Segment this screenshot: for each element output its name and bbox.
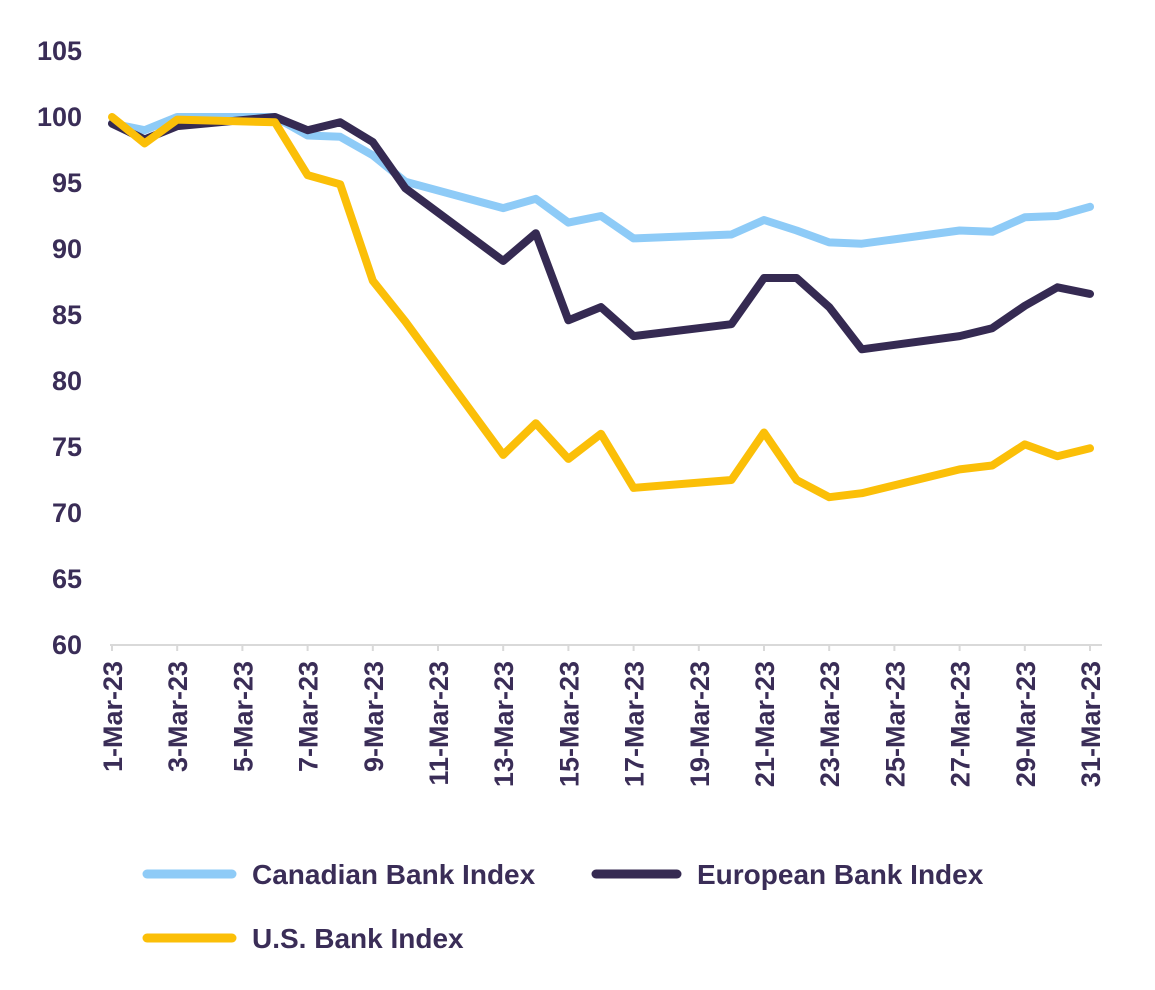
- x-tick-label: 15-Mar-23: [554, 661, 584, 787]
- x-tick-label: 21-Mar-23: [750, 661, 780, 787]
- x-tick-label: 29-Mar-23: [1011, 661, 1041, 787]
- x-tick-label: 27-Mar-23: [946, 661, 976, 787]
- y-tick-label: 70: [52, 498, 82, 528]
- y-tick-label: 105: [37, 36, 82, 66]
- x-tick-label: 19-Mar-23: [685, 661, 715, 787]
- x-tick-label: 9-Mar-23: [359, 661, 389, 772]
- legend-label: Canadian Bank Index: [252, 859, 536, 890]
- legend-label: European Bank Index: [697, 859, 984, 890]
- series-line-u-s-bank-index: [108, 113, 1094, 502]
- x-tick-label: 17-Mar-23: [620, 661, 650, 787]
- x-tick-label: 25-Mar-23: [880, 661, 910, 787]
- x-tick-label: 1-Mar-23: [98, 661, 128, 772]
- x-tick-label: 3-Mar-23: [163, 661, 193, 772]
- x-tick-label: 11-Mar-23: [424, 661, 454, 786]
- y-tick-label: 65: [52, 564, 82, 594]
- y-tick-label: 85: [52, 300, 82, 330]
- x-tick-label: 31-Mar-23: [1076, 661, 1106, 787]
- y-tick-label: 75: [52, 432, 82, 462]
- y-tick-label: 60: [52, 630, 82, 660]
- y-tick-label: 80: [52, 366, 82, 396]
- series-line-canadian-bank-index: [108, 113, 1094, 248]
- x-tick-label: 23-Mar-23: [815, 661, 845, 787]
- y-tick-label: 100: [37, 102, 82, 132]
- y-axis-tick-labels: 60 65 70 75 80 85 90 95 100 105: [37, 36, 82, 660]
- series-line-european-bank-index: [108, 113, 1094, 354]
- series-lines: [108, 113, 1094, 502]
- legend-label: U.S. Bank Index: [252, 923, 464, 954]
- x-tick-label: 7-Mar-23: [294, 661, 324, 772]
- y-tick-label: 90: [52, 234, 82, 264]
- x-tick-label: 13-Mar-23: [489, 661, 519, 787]
- legend: Canadian Bank Index European Bank Index U.…: [142, 859, 984, 954]
- x-tick-label: 5-Mar-23: [228, 661, 258, 772]
- y-tick-label: 95: [52, 168, 82, 198]
- x-axis-tick-marks: [111, 645, 1091, 651]
- x-axis-tick-labels: 1-Mar-23 3-Mar-23 5-Mar-23 7-Mar-23 9-Mar-23…: [98, 661, 1106, 787]
